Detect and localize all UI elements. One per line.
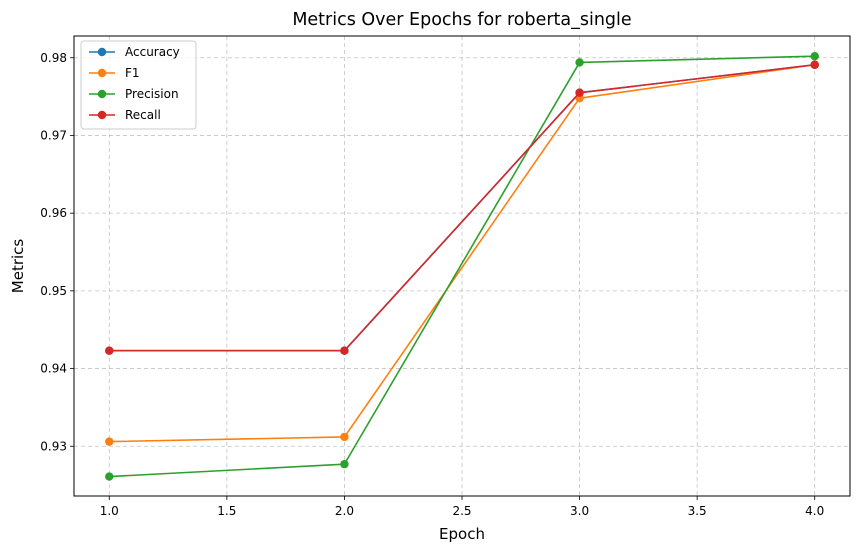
data-point-recall [340, 346, 349, 355]
data-point-recall [575, 88, 584, 97]
legend-item: Recall [89, 108, 161, 122]
legend-label: Precision [125, 87, 179, 101]
x-tick-label: 1.0 [100, 504, 119, 518]
x-tick-label: 2.0 [335, 504, 354, 518]
legend-marker [97, 89, 107, 99]
legend-item: F1 [89, 66, 140, 80]
x-tick-label: 1.5 [217, 504, 236, 518]
series-layer [105, 52, 819, 481]
data-point-precision [810, 52, 819, 61]
legend-label: Recall [125, 108, 161, 122]
y-tick-label: 0.96 [40, 206, 67, 220]
x-tick-label: 4.0 [805, 504, 824, 518]
legend-label: F1 [125, 66, 140, 80]
legend-marker [97, 110, 107, 120]
grid [74, 36, 850, 496]
chart-title: Metrics Over Epochs for roberta_single [292, 10, 631, 30]
data-point-precision [105, 472, 114, 481]
x-tick-label: 2.5 [452, 504, 471, 518]
data-point-precision [575, 58, 584, 67]
data-point-recall [810, 60, 819, 69]
y-tick-label: 0.93 [40, 439, 67, 453]
series-precision [105, 52, 819, 481]
legend-marker [97, 68, 107, 78]
y-tick-label: 0.94 [40, 362, 67, 376]
data-point-f1 [105, 437, 114, 446]
legend-item: Accuracy [89, 45, 180, 59]
y-tick-label: 0.95 [40, 284, 67, 298]
legend-marker [97, 47, 107, 57]
x-axis-label: Epoch [439, 525, 485, 543]
legend-label: Accuracy [125, 45, 180, 59]
series-recall [105, 60, 819, 355]
series-line-precision [109, 55, 815, 478]
data-point-precision [340, 459, 349, 469]
y-tick-label: 0.97 [40, 128, 67, 142]
x-tick-label: 3.5 [688, 504, 707, 518]
ticks: 1.0 1.5 2.0 2.5 3.0 3.5 4.0 0.93 0.94 0.95 0.96 0.9… [40, 51, 824, 518]
y-tick-label: 0.98 [40, 51, 67, 65]
legend-item: Precision [89, 87, 179, 101]
legend-box [80, 40, 197, 130]
x-tick-label: 3.0 [570, 504, 589, 518]
data-point-recall [105, 346, 114, 355]
series-line-f1 [109, 63, 815, 443]
y-axis-label: Metrics [9, 239, 27, 294]
data-point-f1 [340, 432, 349, 442]
series-line-recall [109, 63, 815, 352]
legend: Accuracy F1 Precision Recall [80, 40, 197, 130]
